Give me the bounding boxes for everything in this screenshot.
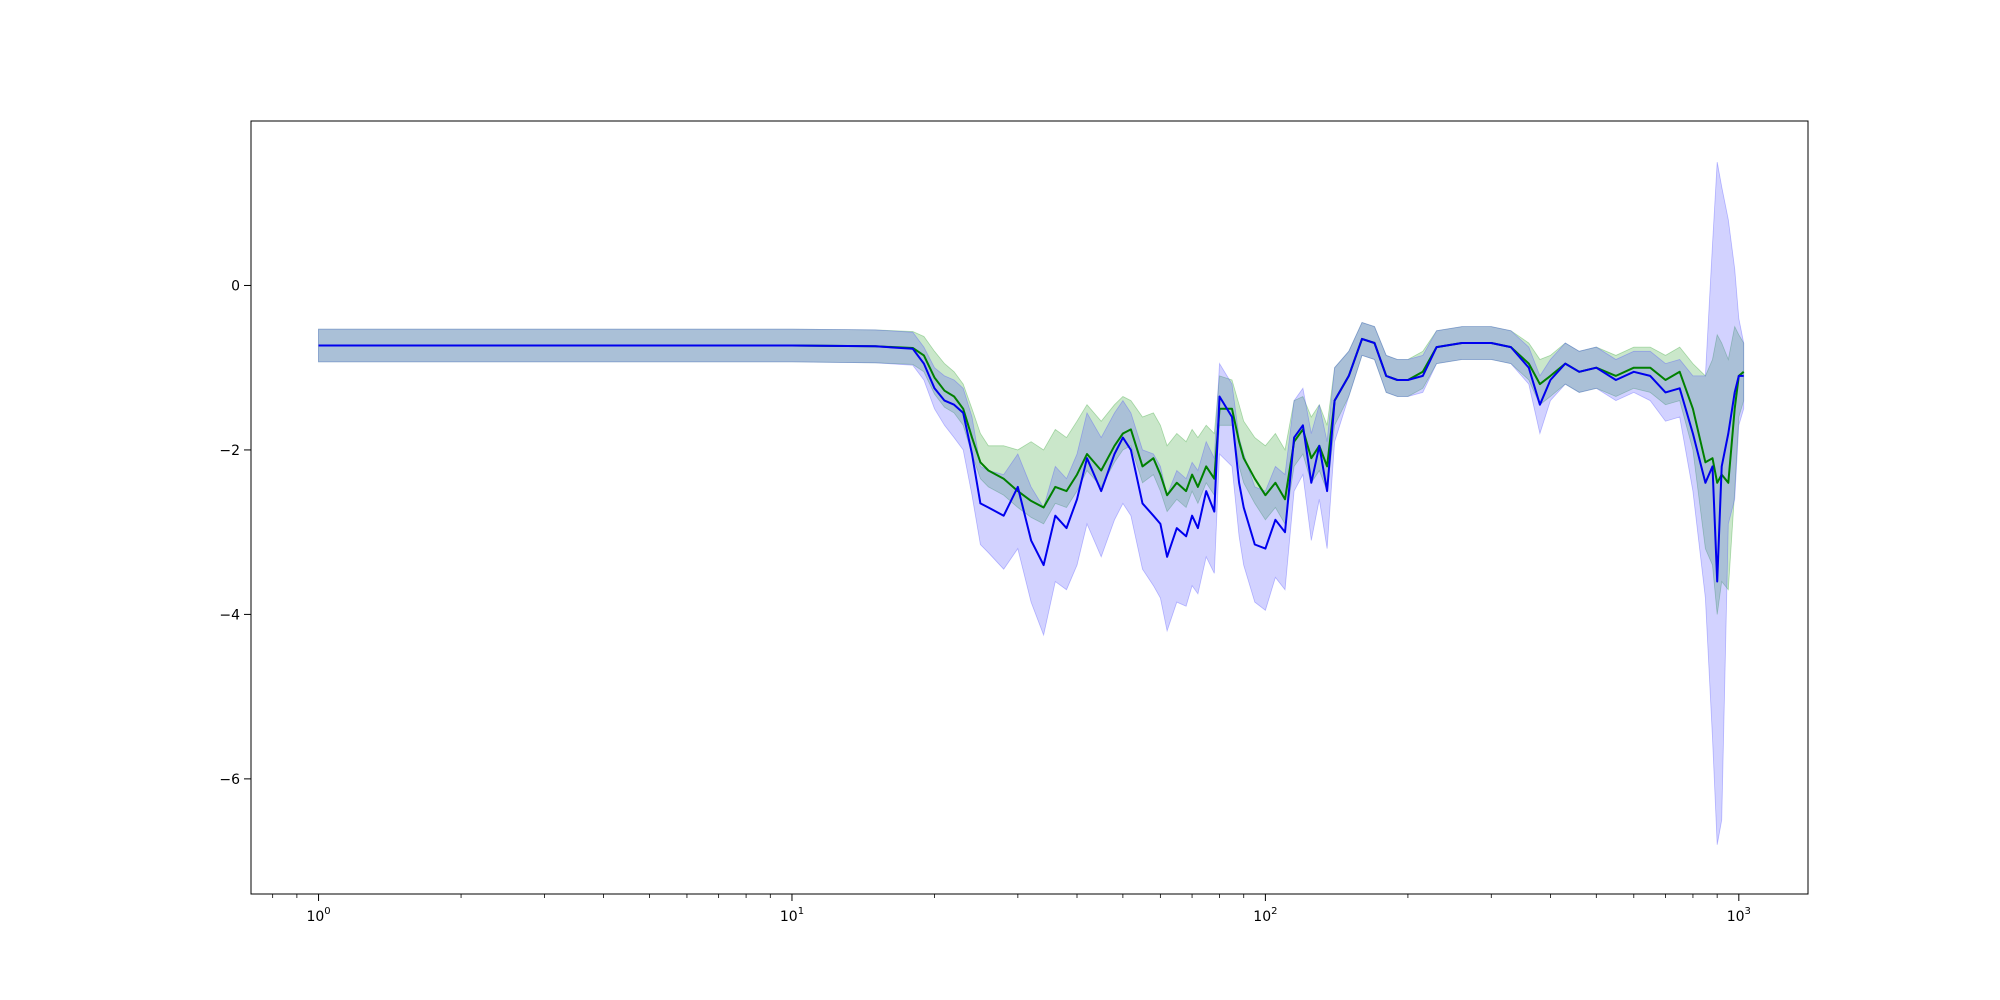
x-tick-label: 101: [780, 906, 804, 925]
series-1-band: [318, 322, 1745, 615]
x-tick-label: 100: [306, 906, 330, 925]
x-tick-base: 10: [1253, 909, 1271, 925]
y-tick: 0: [231, 278, 251, 294]
y-tick: −4: [219, 607, 251, 623]
y-tick-label: −6: [219, 772, 240, 788]
x-tick: 100: [306, 894, 331, 925]
x-tick: 101: [780, 894, 804, 925]
x-tick: 103: [1727, 894, 1751, 925]
x-tick-exponent: 3: [1745, 906, 1751, 917]
x-axis: 100 101 102 103: [272, 894, 1751, 925]
x-tick-base: 10: [780, 909, 798, 925]
y-tick-label: −2: [219, 443, 240, 459]
series-2-band: [318, 162, 1745, 845]
y-tick: −6: [219, 772, 251, 788]
x-tick-label: 102: [1253, 906, 1277, 925]
x-tick-exponent: 1: [798, 906, 804, 917]
y-tick: −2: [219, 443, 251, 459]
y-tick-label: 0: [231, 278, 240, 294]
series-lines: [318, 337, 1745, 583]
y-axis: 0 −2 −4 −6: [219, 278, 251, 788]
x-tick-base: 10: [306, 909, 324, 925]
series-1-line: [318, 337, 1745, 509]
confidence-bands: [318, 162, 1745, 845]
x-tick-exponent: 2: [1271, 906, 1277, 917]
plot-frame: [250, 120, 1809, 895]
x-tick-base: 10: [1727, 909, 1745, 925]
x-tick-label: 103: [1727, 906, 1751, 925]
y-tick-label: −4: [219, 607, 240, 623]
series-2-line: [318, 337, 1744, 583]
x-tick: 102: [1253, 894, 1277, 925]
x-tick-exponent: 0: [324, 906, 330, 917]
